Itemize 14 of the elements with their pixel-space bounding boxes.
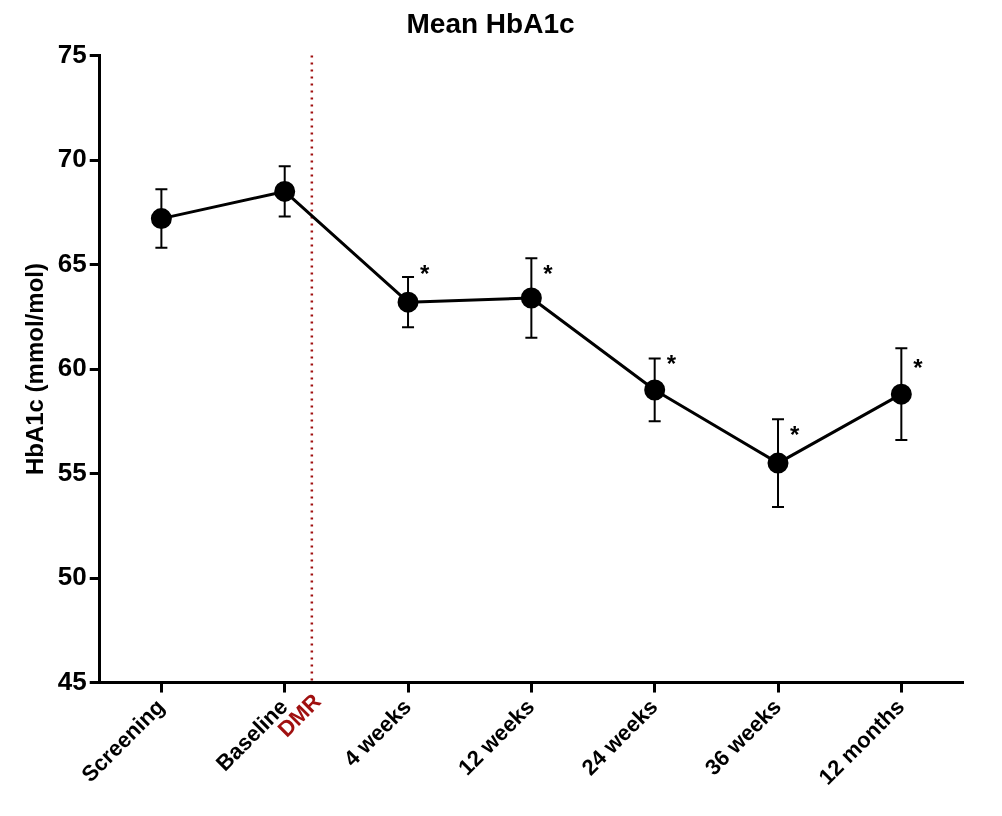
annotation: * [666,349,677,377]
y-tick-label: 70 [57,143,87,174]
y-tick-label: 65 [57,247,87,278]
annotation: * [913,353,924,381]
annotation: * [420,259,431,287]
y-tick-label: 50 [57,561,87,592]
annotation: * [790,420,801,448]
annotation: * [543,259,554,287]
y-axis-title: HbA1c (mmol/mol) [21,263,49,476]
y-tick-label: 45 [57,665,87,696]
y-tick-label: 55 [57,456,87,487]
y-tick-label: 75 [57,38,87,69]
y-tick-label: 60 [57,352,87,383]
chart-title: Mean HbA1c [406,7,575,39]
